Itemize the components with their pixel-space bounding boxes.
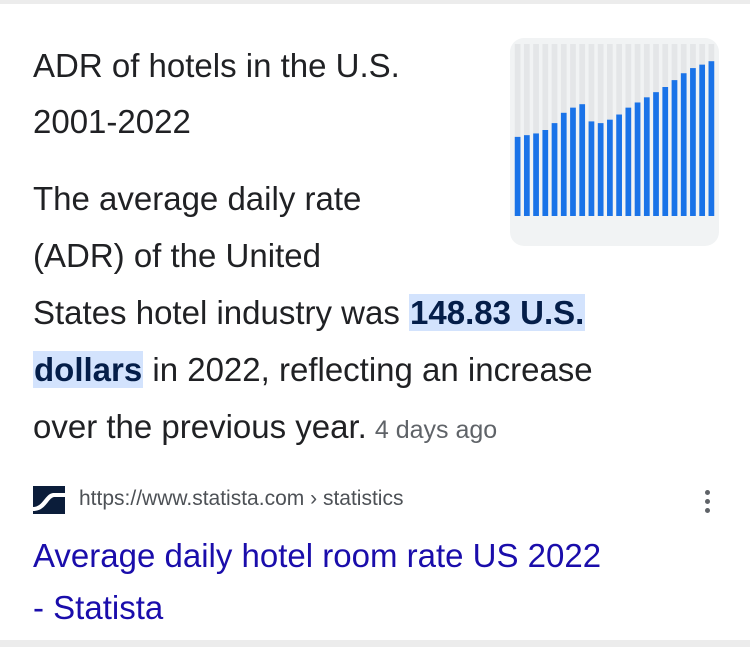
thumbnail-bar: [579, 104, 586, 216]
thumbnail-bar: [680, 73, 687, 216]
statista-logo-icon: [33, 486, 65, 514]
thumbnail-bar-track: [514, 44, 521, 216]
thumbnail-bar: [699, 64, 706, 216]
thumbnail-bar: [588, 121, 595, 216]
result-title-link[interactable]: Average daily hotel room rate US 2022 - …: [33, 530, 733, 634]
thumbnail-bar-track: [533, 44, 539, 216]
chart-thumbnail[interactable]: [510, 38, 719, 246]
featured-title-line-2: 2001-2022: [33, 103, 191, 140]
thumbnail-bar: [690, 68, 696, 216]
snippet-line-1: The average daily rate: [33, 180, 362, 217]
result-title-line-1: Average daily hotel room rate US 2022: [33, 537, 602, 574]
snippet-line-5-text: over the previous year.: [33, 408, 367, 445]
result-url-domain: https://www.statista.com: [79, 487, 305, 510]
thumbnail-bar-track: [523, 44, 530, 216]
snippet-line-3: States hotel industry was 148.83 U.S.: [33, 284, 723, 341]
bottom-divider: [0, 640, 750, 647]
thumbnail-bar: [643, 97, 650, 216]
thumbnail-bar: [662, 87, 669, 216]
featured-title-line-1: ADR of hotels in the U.S.: [33, 47, 400, 84]
thumbnail-bar: [625, 107, 632, 216]
result-source-row[interactable]: https://www.statista.com › statistics: [33, 482, 723, 518]
snippet-line-5: over the previous year. 4 days ago: [33, 398, 723, 459]
thumbnail-bar: [653, 92, 659, 216]
result-url-path: statistics: [322, 487, 404, 510]
thumbnail-bar: [634, 102, 641, 216]
bar-chart-thumbnail-icon: [514, 44, 715, 217]
snippet-line-2: (ADR) of the United: [33, 237, 321, 274]
featured-snippet-title: ADR of hotels in the U.S. 2001-2022: [33, 38, 493, 150]
thumbnail-bar: [523, 135, 530, 216]
snippet-line-3-text: States hotel industry was: [33, 294, 410, 331]
thumbnail-bar: [514, 136, 521, 216]
thumbnail-bar: [560, 112, 567, 216]
thumbnail-bar: [708, 61, 715, 217]
thumbnail-bar: [671, 80, 678, 216]
more-dot: [704, 508, 710, 513]
top-divider: [0, 0, 750, 4]
more-dot: [704, 499, 710, 504]
result-url[interactable]: https://www.statista.com › statistics: [79, 487, 403, 511]
thumbnail-bar: [607, 119, 613, 216]
snippet-line-4-text: in 2022, reflecting an increase: [143, 351, 593, 388]
result-title-line-2: - Statista: [33, 589, 164, 626]
snippet-date: 4 days ago: [374, 416, 498, 444]
thumbnail-bar: [570, 107, 576, 216]
thumbnail-bar: [533, 133, 539, 216]
more-dot: [704, 490, 710, 495]
thumbnail-bar: [597, 123, 604, 216]
featured-snippet-text: The average daily rate (ADR) of the Unit…: [33, 170, 723, 459]
thumbnail-bar: [542, 130, 549, 216]
breadcrumb-separator: ›: [310, 487, 318, 510]
thumbnail-bar: [551, 123, 558, 216]
snippet-line-4: dollars in 2022, reflecting an increase: [33, 341, 723, 398]
highlighted-answer-part-2: dollars: [33, 351, 144, 388]
more-vert-icon[interactable]: [703, 490, 711, 516]
highlighted-answer-part-1: 148.83 U.S.: [409, 294, 586, 331]
thumbnail-bar: [616, 114, 622, 216]
